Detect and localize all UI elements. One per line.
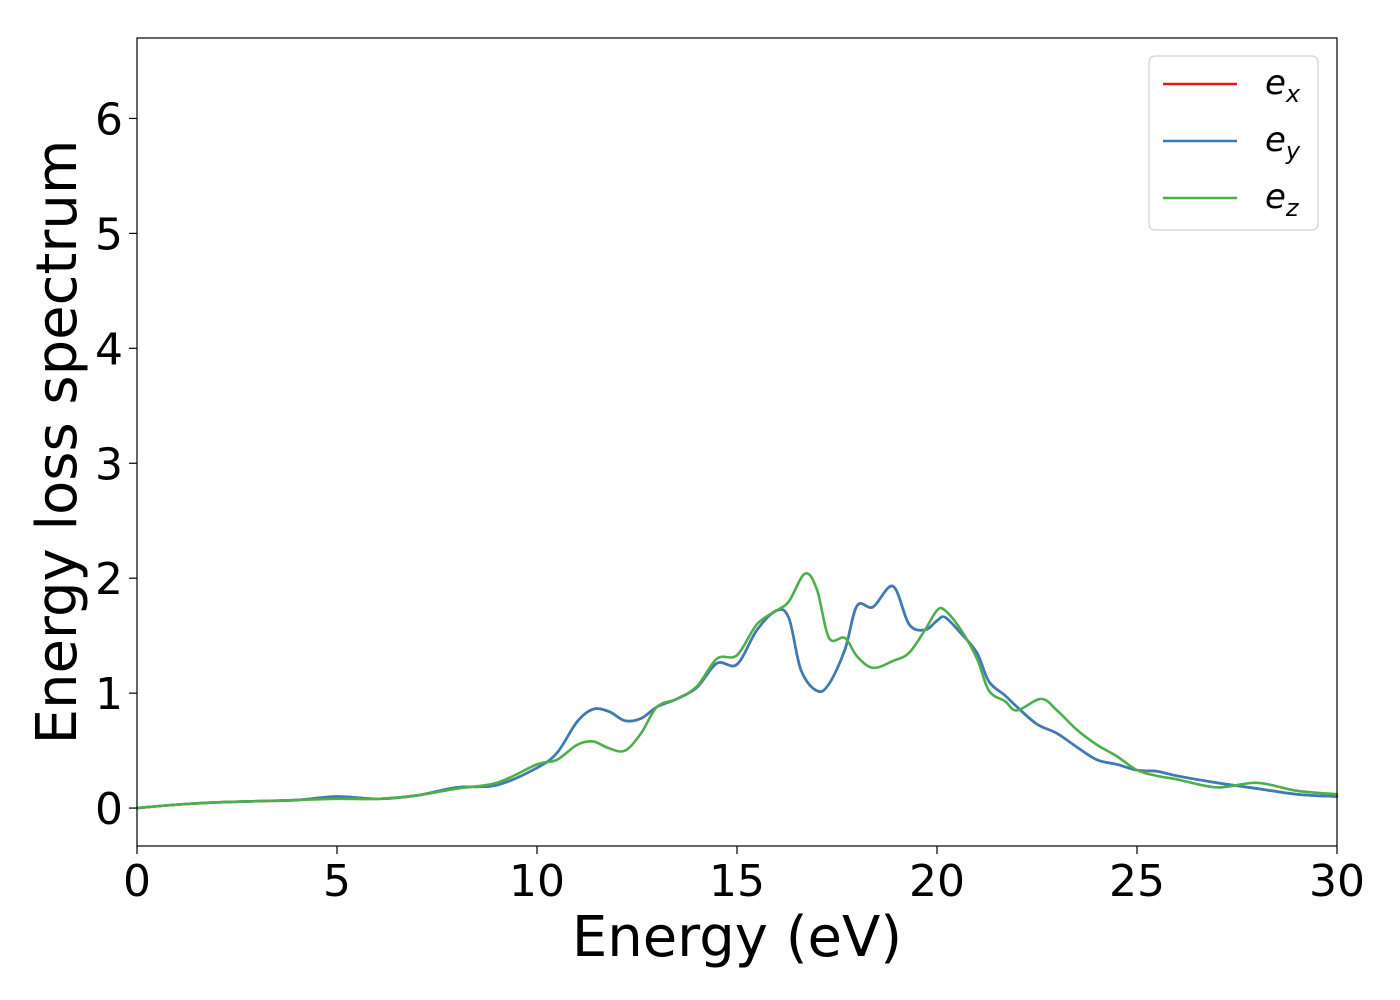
axes-background [137,38,1337,846]
x-axis: 0 5 10 15 20 25 30 [123,846,1365,907]
x-tick-label: 25 [1109,856,1165,907]
y-axis: 0 1 2 3 4 5 6 [95,94,137,835]
y-tick-label: 5 [95,209,123,260]
x-tick-label: 20 [909,856,965,907]
y-tick-label: 4 [95,324,123,375]
y-tick-label: 2 [95,554,123,605]
y-axis-title: Energy loss spectrum [25,140,90,745]
series-line-z [135,572,1339,810]
plot-area [137,38,1337,846]
x-tick-label: 5 [323,856,351,907]
y-tick-label: 1 [95,669,123,720]
y-tick-label: 0 [95,784,123,835]
series-line-y [135,584,1339,810]
x-tick-label: 0 [123,856,151,907]
x-tick-label: 10 [509,856,565,907]
x-tick-label: 30 [1309,856,1365,907]
x-axis-title: Energy (eV) [572,905,902,970]
legend-box [1148,55,1319,231]
series-layer [135,572,1339,810]
y-tick-label: 3 [95,439,123,490]
y-tick-label: 6 [95,94,123,145]
x-tick-label: 15 [709,856,765,907]
